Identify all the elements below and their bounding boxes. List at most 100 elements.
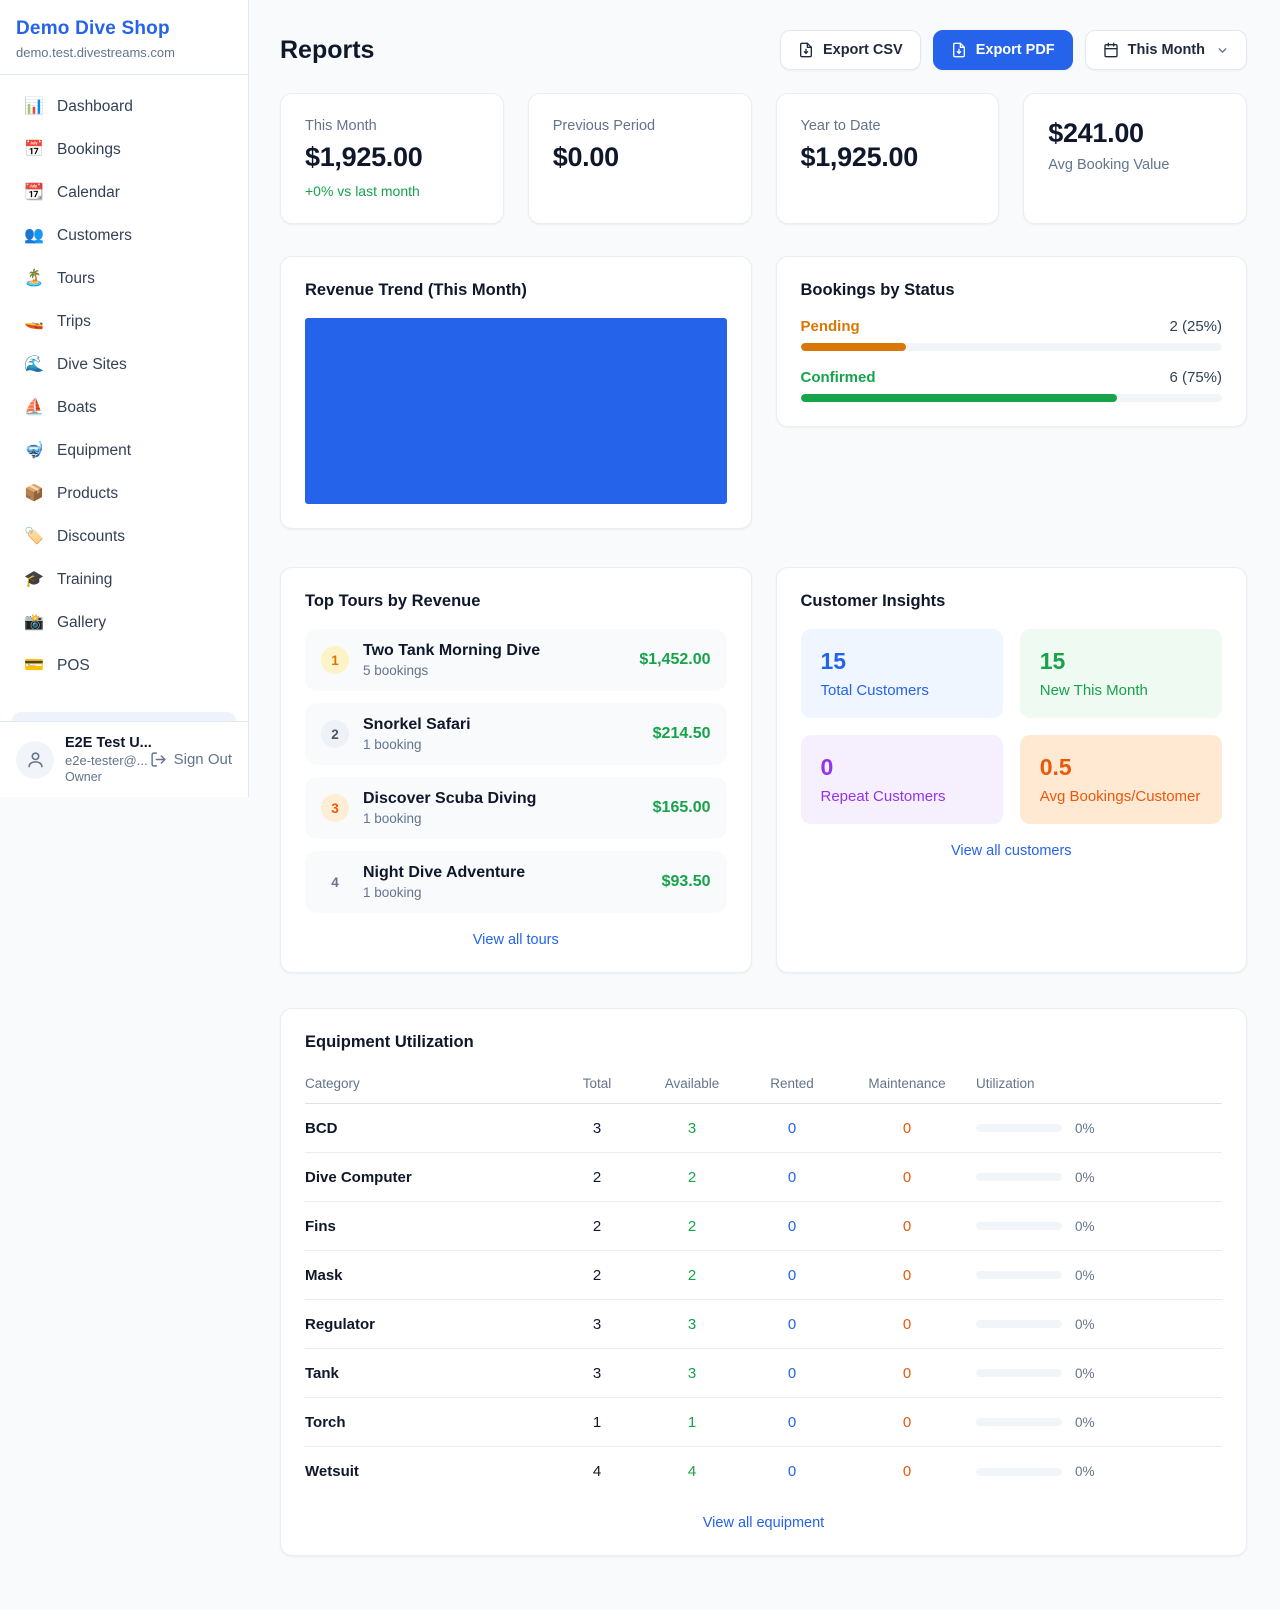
camera-icon: 📸 xyxy=(24,614,44,631)
sidebar-item-label: Discounts xyxy=(57,528,126,545)
shop-name: Demo Dive Shop xyxy=(16,18,170,39)
equipment-utilization-card: Equipment Utilization Category Total Ava… xyxy=(280,1008,1247,1556)
sidebar-item-customers[interactable]: 👥 Customers xyxy=(12,218,236,254)
stat-delta: +0% vs last month xyxy=(305,183,420,199)
sidebar-item-label: Calendar xyxy=(57,184,120,201)
table-row: Mask 2 2 0 0 0% xyxy=(305,1251,1222,1300)
table-row: Regulator 3 3 0 0 0% xyxy=(305,1300,1222,1349)
tour-name: Two Tank Morning Dive xyxy=(363,642,541,659)
tag-icon: 🏷️ xyxy=(24,528,44,545)
equipment-maintenance: 0 xyxy=(902,1364,912,1382)
equipment-maintenance: 0 xyxy=(902,1119,912,1137)
sidebar-item-bookings[interactable]: 📅 Bookings xyxy=(12,132,236,168)
view-all-equipment-link[interactable]: View all equipment xyxy=(702,1515,825,1531)
customer-insights-card: Customer Insights 15 Total Customers 15 … xyxy=(775,567,1247,973)
utilization-bar xyxy=(976,1467,1062,1476)
sidebar: Demo Dive Shop demo.test.divestreams.com… xyxy=(0,0,249,797)
calendar-icon: 📆 xyxy=(24,184,44,201)
sidebar-item-reports-active-partial[interactable] xyxy=(12,712,236,721)
stat-label: This Month xyxy=(305,118,377,134)
rank-badge: 4 xyxy=(331,874,339,890)
equipment-table-header: Category Total Available Rented Maintena… xyxy=(305,1066,1222,1104)
customer-insights-title: Customer Insights xyxy=(800,592,946,610)
tour-row: 1 Two Tank Morning Dive 5 bookings $1,45… xyxy=(305,629,727,691)
brand: Demo Dive Shop demo.test.divestreams.com xyxy=(0,0,248,75)
period-dropdown[interactable]: This Month xyxy=(1084,30,1247,70)
column-header-rented: Rented xyxy=(770,1076,814,1091)
sidebar-item-label: Boats xyxy=(57,399,97,416)
sidebar-item-label: Customers xyxy=(57,227,132,244)
equipment-category: Mask xyxy=(305,1266,343,1284)
insight-label: New This Month xyxy=(1039,682,1148,699)
sidebar-nav: 📊 Dashboard 📅 Bookings 📆 Calendar 👥 Cust… xyxy=(0,75,248,721)
user-email: e2e-tester@... xyxy=(65,753,148,768)
utilization-bar xyxy=(976,1271,1062,1279)
equipment-utilization-title: Equipment Utilization xyxy=(305,1033,474,1051)
equipment-category: Tank xyxy=(305,1364,339,1382)
sidebar-item-calendar[interactable]: 📆 Calendar xyxy=(12,175,236,211)
utilization-bar xyxy=(976,1173,1062,1181)
sidebar-item-dashboard[interactable]: 📊 Dashboard xyxy=(12,89,236,125)
bookings-calendar-icon: 📅 xyxy=(24,141,44,158)
speedboat-icon: 🚤 xyxy=(24,313,44,330)
stat-label: Avg Booking Value xyxy=(1048,157,1170,173)
sidebar-item-dive-sites[interactable]: 🌊 Dive Sites xyxy=(12,347,236,383)
stat-card-avg-booking-value: $241.00 Avg Booking Value xyxy=(1023,93,1247,224)
equipment-available: 1 xyxy=(687,1413,697,1431)
utilization-bar xyxy=(976,1124,1062,1132)
insight-value: 0 xyxy=(820,754,834,780)
sidebar-item-discounts[interactable]: 🏷️ Discounts xyxy=(12,519,236,555)
utilization-bar xyxy=(976,1418,1062,1426)
sidebar-item-pos[interactable]: 💳 POS xyxy=(12,648,236,684)
export-csv-button[interactable]: Export CSV xyxy=(779,30,921,70)
sidebar-item-trips[interactable]: 🚤 Trips xyxy=(12,304,236,340)
package-icon: 📦 xyxy=(24,485,44,502)
equipment-rented: 0 xyxy=(787,1168,797,1186)
stat-card-this-month: This Month $1,925.00 +0% vs last month xyxy=(280,93,504,224)
column-header-total: Total xyxy=(582,1076,612,1091)
sidebar-item-tours[interactable]: 🏝️ Tours xyxy=(12,261,236,297)
stats-row: This Month $1,925.00 +0% vs last month P… xyxy=(280,93,1247,224)
view-all-tours-link[interactable]: View all tours xyxy=(472,932,559,948)
logout-icon xyxy=(151,752,166,767)
tour-bookings: 1 booking xyxy=(363,737,422,752)
column-header-maintenance: Maintenance xyxy=(868,1076,946,1091)
equipment-rented: 0 xyxy=(787,1119,797,1137)
dive-mask-icon: 🤿 xyxy=(24,442,44,459)
sidebar-item-label: Gallery xyxy=(57,614,107,631)
equipment-rented: 0 xyxy=(787,1463,797,1480)
view-all-customers-link[interactable]: View all customers xyxy=(950,843,1072,859)
equipment-available: 2 xyxy=(687,1168,697,1186)
status-bar-track xyxy=(800,394,1222,402)
customers-icon: 👥 xyxy=(24,227,44,244)
sidebar-item-label: Tours xyxy=(57,270,95,287)
tour-name: Snorkel Safari xyxy=(363,716,471,733)
sidebar-item-label: POS xyxy=(57,657,90,674)
sidebar-item-gallery[interactable]: 📸 Gallery xyxy=(12,605,236,641)
equipment-available: 3 xyxy=(687,1364,697,1382)
export-pdf-button[interactable]: Export PDF xyxy=(932,30,1073,70)
calendar-icon xyxy=(1104,42,1118,58)
insight-label: Avg Bookings/Customer xyxy=(1039,788,1201,805)
wave-icon: 🌊 xyxy=(24,356,44,373)
sidebar-item-label: Trips xyxy=(57,313,91,330)
table-row: Dive Computer 2 2 0 0 0% xyxy=(305,1153,1222,1202)
status-bar-track xyxy=(800,343,1222,351)
equipment-maintenance: 0 xyxy=(902,1413,912,1431)
insight-new-this-month: 15 New This Month xyxy=(1019,629,1222,718)
equipment-category: Dive Computer xyxy=(305,1168,412,1186)
sidebar-item-products[interactable]: 📦 Products xyxy=(12,476,236,512)
insight-total-customers: 15 Total Customers xyxy=(800,629,1003,718)
person-icon xyxy=(27,752,43,768)
utilization-percent: 0% xyxy=(1075,1120,1095,1136)
sidebar-item-boats[interactable]: ⛵ Boats xyxy=(12,390,236,426)
sign-out-button[interactable]: Sign Out xyxy=(150,751,232,768)
page-title: Reports xyxy=(280,35,375,64)
sidebar-item-training[interactable]: 🎓 Training xyxy=(12,562,236,598)
sidebar-item-equipment[interactable]: 🤿 Equipment xyxy=(12,433,236,469)
table-row: Wetsuit 4 4 0 0 0% xyxy=(305,1447,1222,1496)
stat-value: $0.00 xyxy=(552,142,619,172)
column-header-utilization: Utilization xyxy=(976,1076,1035,1091)
equipment-category: Fins xyxy=(305,1217,336,1235)
utilization-percent: 0% xyxy=(1075,1316,1095,1332)
